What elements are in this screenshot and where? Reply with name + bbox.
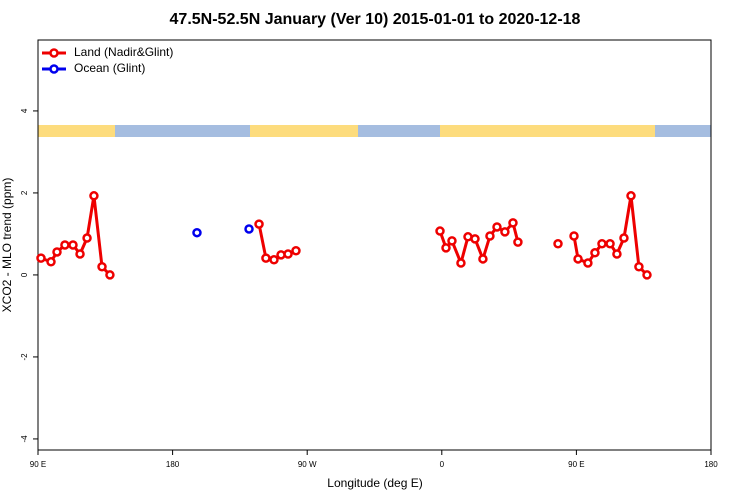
data-point: [68, 240, 78, 250]
data-point: [82, 233, 92, 243]
data-point: [36, 253, 46, 263]
x-tick-label: 0: [440, 460, 445, 469]
data-point: [605, 239, 615, 249]
data-point: [60, 240, 70, 250]
data-point: [269, 255, 279, 265]
data-point: [597, 239, 607, 249]
data-point: [89, 191, 99, 201]
data-point: [619, 233, 629, 243]
data-point: [46, 257, 56, 267]
data-point: [569, 231, 579, 241]
data-point: [283, 249, 293, 259]
legend-label: Land (Nadir&Glint): [74, 45, 173, 59]
data-point: [508, 218, 518, 228]
x-tick-label: 90 E: [568, 460, 584, 469]
data-point: [105, 270, 115, 280]
data-point: [447, 236, 457, 246]
y-tick-label: 4: [20, 108, 29, 113]
surface-strip: [38, 125, 711, 137]
data-point: [75, 249, 85, 259]
data-point: [52, 247, 62, 257]
chart-title: 47.5N-52.5N January (Ver 10) 2015-01-01 …: [170, 11, 581, 28]
data-point: [478, 254, 488, 264]
data-point: [456, 258, 466, 268]
data-point: [261, 253, 271, 263]
data-point: [192, 227, 202, 238]
y-axis-label: XCO2 - MLO trend (ppm): [0, 178, 14, 313]
x-tick-label: 90 E: [30, 460, 46, 469]
plot-frame: [37, 39, 712, 451]
data-point: [97, 261, 107, 272]
data-point: [612, 249, 622, 259]
y-tick-label: 2: [20, 190, 29, 195]
x-axis-label: Longitude (deg E): [327, 476, 422, 490]
data-point: [291, 245, 301, 256]
legend-label: Ocean (Glint): [74, 61, 145, 75]
data-point: [626, 191, 636, 201]
data-point: [500, 227, 510, 237]
legend-marker: [49, 48, 59, 58]
data-point: [634, 261, 644, 272]
y-tick-label: -4: [20, 435, 29, 443]
data-point: [590, 248, 600, 258]
data-point: [470, 234, 480, 244]
data-point: [244, 224, 254, 234]
data-point: [513, 237, 523, 247]
data-point: [573, 254, 583, 264]
y-tick-label: -2: [20, 353, 29, 361]
series-line: [40, 195, 649, 276]
x-tick-label: 180: [166, 460, 180, 469]
data-point: [642, 270, 652, 280]
legend-marker: [49, 64, 59, 74]
data-point: [583, 258, 593, 268]
data-point: [435, 226, 445, 236]
data-point: [441, 243, 451, 253]
data-point: [492, 222, 502, 232]
data-point: [485, 231, 495, 241]
y-tick-label: 0: [20, 272, 29, 277]
x-tick-label: 90 W: [298, 460, 317, 469]
x-tick-label: 180: [704, 460, 718, 469]
data-point: [254, 219, 264, 229]
data-point: [553, 239, 563, 249]
